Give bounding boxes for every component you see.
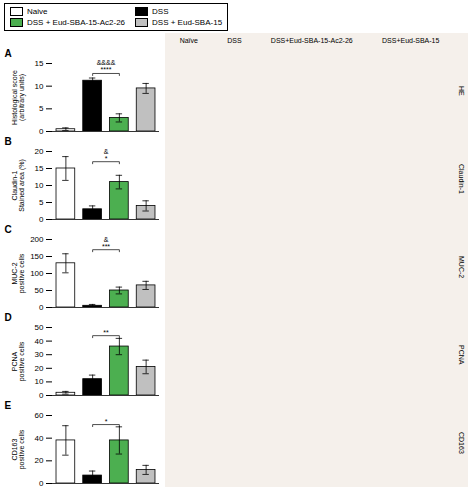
svg-text:Claudin-1Stained area (%): Claudin-1Stained area (%) (11, 159, 26, 212)
html-text:HE: HE (457, 86, 465, 96)
html-text:DSS + Eud-SBA-15-Ac2-26: DSS + Eud-SBA-15-Ac2-26 (27, 18, 125, 27)
svg-text:5: 5 (39, 198, 44, 207)
svg-text:100: 100 (30, 269, 44, 278)
html-text:Claudin-1: Claudin-1 (457, 164, 465, 194)
html-text:DSS: DSS (152, 7, 169, 16)
svg-text:0: 0 (39, 479, 44, 488)
html-text:CD163: CD163 (457, 432, 465, 454)
svg-text:D: D (5, 312, 12, 323)
html-text:DSS: DSS (227, 36, 242, 44)
svg-text:Histological score(arbitrary u: Histological score(arbitrary units) (11, 70, 26, 125)
svg-text:&***: &*** (102, 236, 110, 250)
svg-text:10: 10 (35, 377, 44, 386)
svg-text:0: 0 (39, 303, 44, 312)
svg-text:0: 0 (39, 215, 44, 224)
html-text:Naïve: Naïve (179, 36, 198, 44)
html-text:DSS+Eud-SBA-15: DSS+Eud-SBA-15 (382, 36, 440, 44)
svg-text:CD163positive cells: CD163positive cells (11, 429, 26, 469)
svg-text:150: 150 (30, 252, 44, 261)
svg-text:*: * (105, 418, 108, 425)
svg-text:B: B (5, 136, 12, 147)
html-text:Naive: Naive (27, 7, 48, 16)
html-text:DSS+Eud-SBA-15-Ac2-26: DSS+Eud-SBA-15-Ac2-26 (270, 36, 353, 44)
svg-text:C: C (5, 224, 12, 235)
svg-text:15: 15 (35, 164, 44, 173)
svg-text:10: 10 (35, 181, 44, 190)
svg-text:&&&&****: &&&&**** (97, 59, 116, 73)
svg-text:60: 60 (35, 411, 44, 420)
svg-text:E: E (5, 400, 12, 411)
svg-text:20: 20 (35, 456, 44, 465)
svg-text:50: 50 (35, 323, 44, 332)
svg-text:20: 20 (35, 147, 44, 156)
svg-text:20: 20 (35, 364, 44, 373)
svg-text:50: 50 (35, 286, 44, 295)
svg-text:PCNApositive cells: PCNApositive cells (11, 341, 26, 381)
svg-text:0: 0 (39, 391, 44, 400)
svg-text:10: 10 (35, 82, 44, 91)
svg-text:**: ** (103, 329, 109, 336)
svg-text:15: 15 (35, 59, 44, 68)
html-text:PCNA: PCNA (457, 345, 465, 365)
html-text:MUC-2: MUC-2 (457, 255, 465, 279)
svg-text:A: A (5, 48, 12, 59)
svg-text:40: 40 (35, 434, 44, 443)
svg-text:30: 30 (35, 350, 44, 359)
svg-text:MUC-2positive cells: MUC-2positive cells (11, 253, 26, 293)
svg-text:&*: &* (104, 148, 109, 162)
svg-text:0: 0 (39, 127, 44, 136)
svg-text:5: 5 (39, 104, 44, 113)
svg-text:40: 40 (35, 337, 44, 346)
svg-text:200: 200 (30, 235, 44, 244)
html-text:DSS + Eud-SBA-15: DSS + Eud-SBA-15 (152, 18, 223, 27)
